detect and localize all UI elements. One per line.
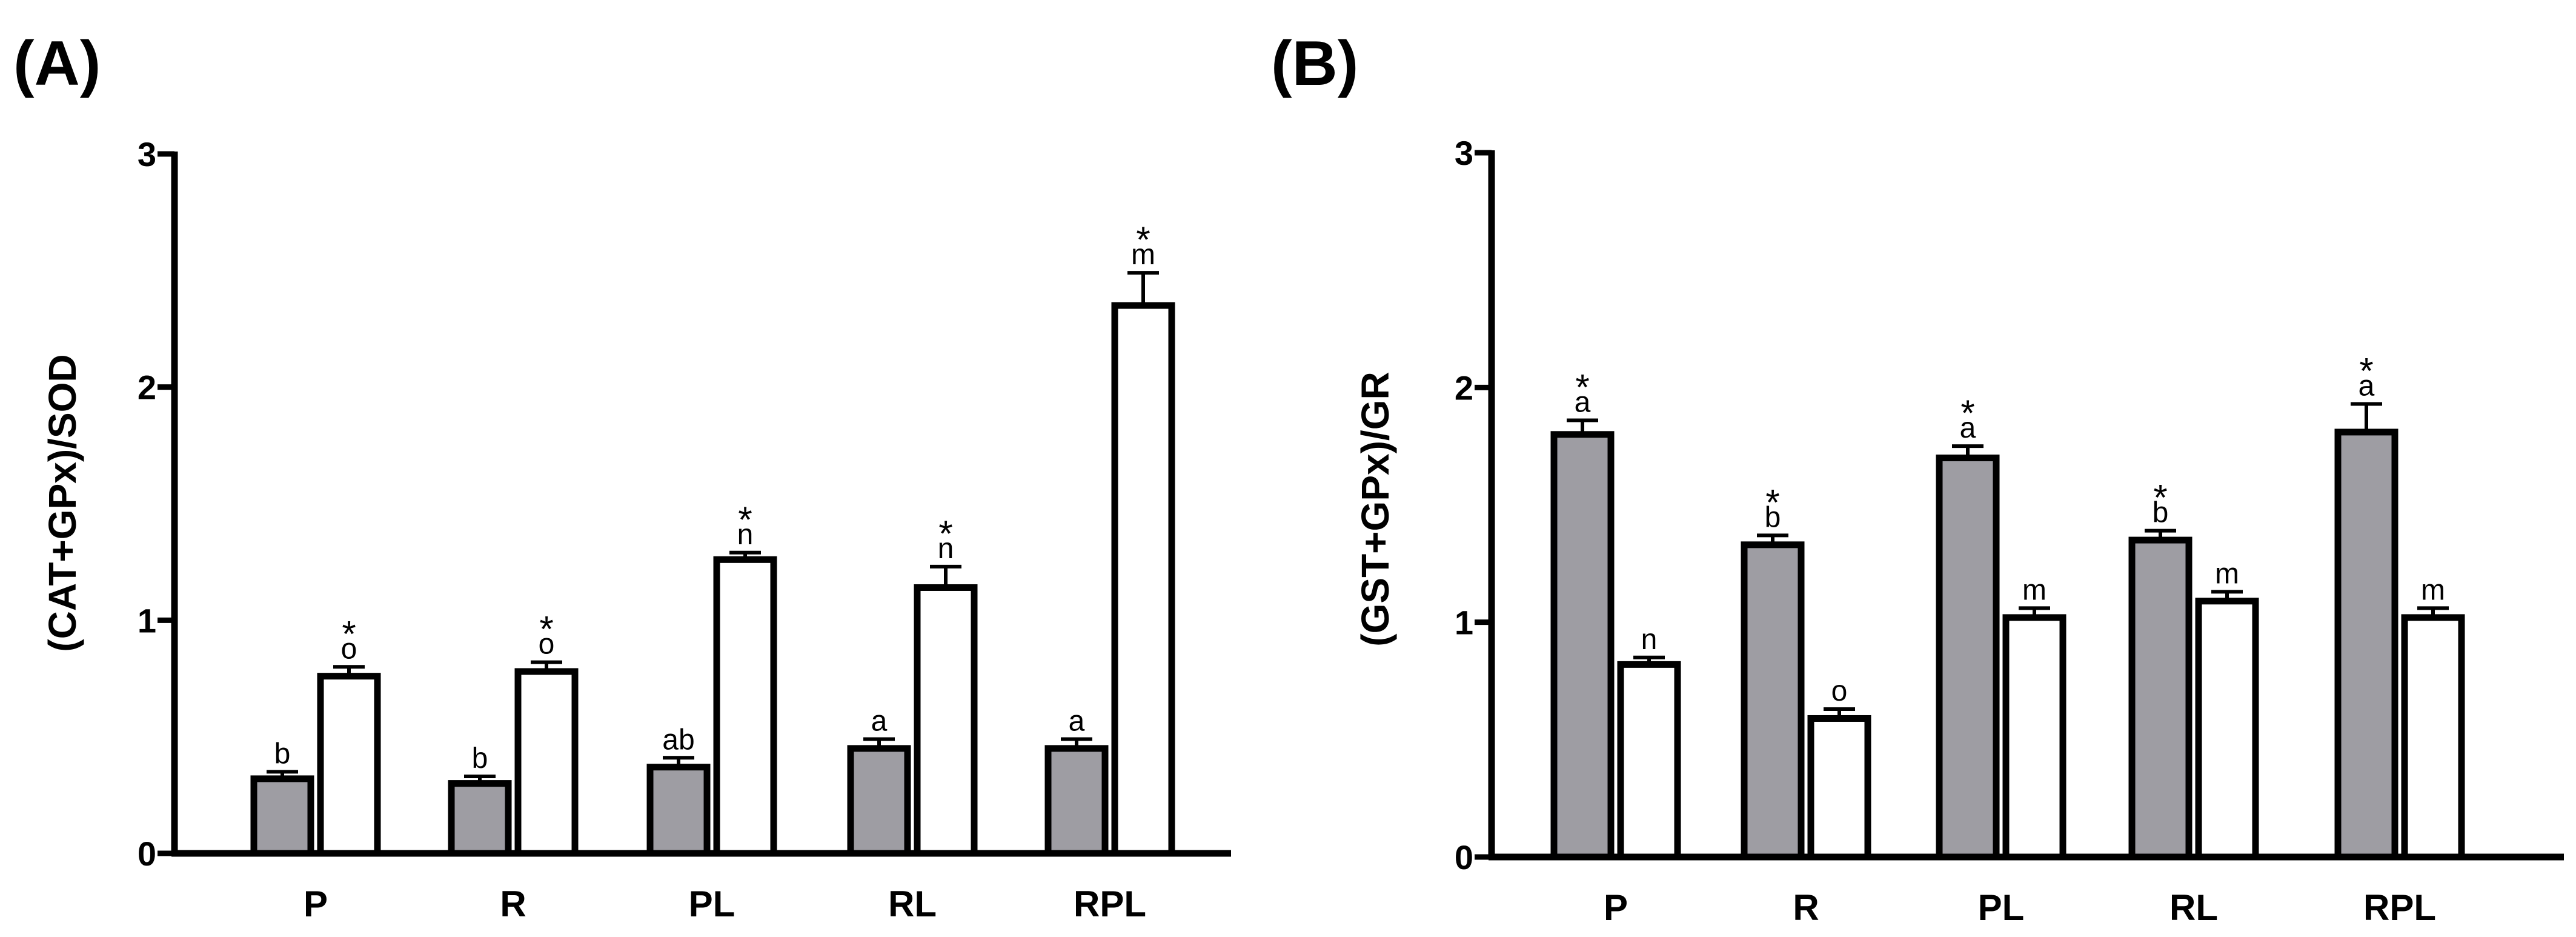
panel-a-bar-white-rpl <box>1111 302 1175 857</box>
panel-a-bar-white-p <box>317 673 381 857</box>
panel-a-significance-letter: b <box>274 738 291 770</box>
panel-b-bar-gray-pl <box>1936 455 2000 861</box>
panel-a-bar-gray-r <box>448 780 512 857</box>
panel-a-bar-gray-p <box>250 775 314 857</box>
panel-b-significance-letter: a <box>1575 387 1591 419</box>
panel-b-significance-letter: a <box>1960 412 1976 444</box>
panel-a-y-tick-label: 1 <box>138 601 156 639</box>
panel-b-y-tick-label: 3 <box>1455 134 1473 172</box>
panel-a-significance-letter: n <box>938 533 954 565</box>
panel-a-significance-letter: o <box>539 629 555 661</box>
panel-a-bar-gray-rl <box>847 745 911 857</box>
panel-b-significance-letter: n <box>1641 624 1658 656</box>
panel-b-label: (B) <box>1271 28 1358 99</box>
panel-a-bar-white-rl <box>914 584 978 857</box>
panel-a-bar-white-pl <box>713 556 777 857</box>
panel-a-y-tick-label: 2 <box>138 368 156 407</box>
panel-b-significance-star: * <box>1960 393 1974 433</box>
panel-b-y-tick-label: 0 <box>1455 838 1473 876</box>
panel-a-category-label: RPL <box>1074 884 1146 924</box>
panel-b-bar-gray-rpl <box>2334 428 2398 861</box>
panel-a-significance-star: * <box>539 609 553 650</box>
panel-b-significance-star: * <box>2153 478 2167 518</box>
panel-b-y-axis-title: (GST+GPx)/GR <box>1353 372 1397 646</box>
panel-b-significance-star: * <box>1575 367 1589 408</box>
panel-b-y-tick-label: 2 <box>1455 368 1473 407</box>
panel-a-significance-letter: a <box>1069 705 1085 738</box>
panel-b-significance-letter: m <box>2215 558 2239 590</box>
panel-a-significance-star: * <box>1136 219 1150 260</box>
panel-b-category-label: RPL <box>2363 887 2436 928</box>
panel-a-category-label: P <box>304 884 328 924</box>
panel-a-significance-star: * <box>738 499 752 540</box>
panel-b-category-label: P <box>1604 887 1628 928</box>
panel-a-significance-letter: a <box>871 705 888 738</box>
panel-b-significance-letter: m <box>2022 574 2047 606</box>
panel-b-significance-letter: m <box>2421 574 2445 606</box>
panel-a-significance-letter: o <box>341 633 357 665</box>
panel-a-category-label: RL <box>888 884 937 924</box>
panel-b-bar-gray-p <box>1550 431 1615 861</box>
panel-a-significance-star: * <box>938 513 952 554</box>
panel-b-significance-letter: b <box>1765 501 1781 533</box>
panel-b-category-label: PL <box>1978 887 2025 928</box>
panel-b-significance-star: * <box>1765 482 1779 522</box>
panel-a-y-tick-label: 0 <box>138 835 156 873</box>
panel-b-bar-white-rpl <box>2401 614 2465 861</box>
panel-a-label: (A) <box>13 28 101 99</box>
panel-b-significance-letter: a <box>2359 370 2375 402</box>
panel-a-significance-star: * <box>342 613 356 654</box>
panel-a-significance-letter: n <box>737 519 754 551</box>
panel-a-category-label: PL <box>689 884 735 924</box>
panel-a-significance-letter: m <box>1131 239 1155 271</box>
panel-a-bar-gray-pl <box>646 764 711 857</box>
panel-a-significance-letter: b <box>472 742 488 775</box>
panel-a-significance-letter: ab <box>662 724 694 756</box>
panel-b-y-tick-label: 1 <box>1455 604 1473 642</box>
panel-a-category-label: R <box>500 884 526 924</box>
panel-b-significance-letter: b <box>2153 497 2169 529</box>
panel-b-bar-white-rl <box>2195 598 2259 861</box>
panel-a-y-tick-label: 3 <box>138 135 156 173</box>
panel-b-significance-star: * <box>2359 350 2373 391</box>
panel-a-bar-gray-rpl <box>1044 745 1109 857</box>
panel-b-category-label: RL <box>2169 887 2218 928</box>
panel-b-bar-gray-r <box>1741 541 1805 861</box>
panel-b-category-label: R <box>1793 887 1819 928</box>
panel-a-y-axis-title: (CAT+GPx)/SOD <box>41 354 84 652</box>
panel-b-bar-white-r <box>1807 715 1871 861</box>
panel-a-bar-white-r <box>514 668 579 857</box>
panel-b-bar-white-pl <box>2002 614 2066 861</box>
panel-b-bar-white-p <box>1617 661 1681 861</box>
panel-b-bar-gray-rl <box>2128 536 2193 861</box>
panel-b-significance-letter: o <box>1831 675 1848 707</box>
